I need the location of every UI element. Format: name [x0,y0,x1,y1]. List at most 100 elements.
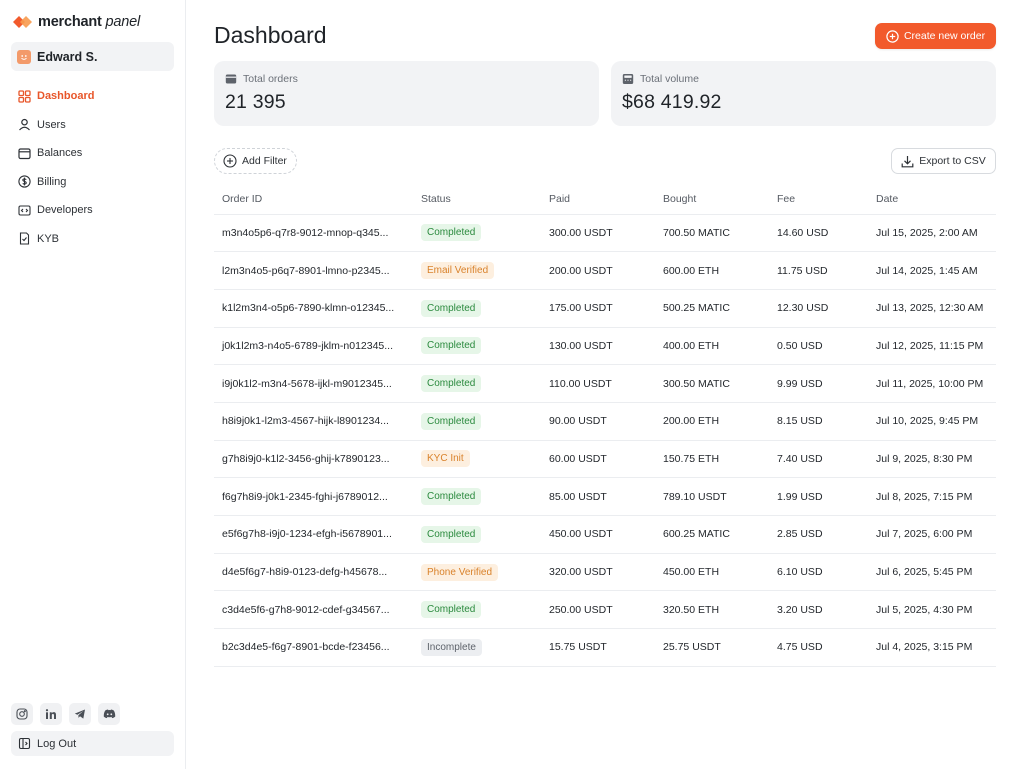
dashboard-icon [17,89,31,103]
volume-icon [622,74,634,84]
status-cell: Email Verified [413,251,541,290]
sidebar-item-dashboard[interactable]: Dashboard [11,82,174,111]
order-id-cell: b2c3d4e5-f6g7-8901-bcde-f23456... [214,628,413,667]
paid-cell: 90.00 USDT [541,402,655,441]
order-id-cell: j0k1l2m3-n4o5-6789-jklm-n012345... [214,327,413,366]
total-volume-card: Total volume $68 419.92 [611,61,996,126]
bought-cell: 300.50 MATIC [655,364,769,403]
plus-circle-icon [223,154,237,168]
bought-cell: 600.00 ETH [655,251,769,290]
user-menu[interactable]: Edward S. [11,42,174,71]
instagram-link[interactable] [11,703,33,725]
status-badge: Completed [421,601,482,619]
status-badge: Completed [421,299,482,317]
linkedin-icon [45,709,56,719]
bought-cell: 320.50 ETH [655,590,769,630]
wallet-icon [17,146,31,160]
date-cell: Jul 14, 2025, 1:45 AM [868,251,996,290]
sidebar-item-developers[interactable]: Developers [11,196,174,225]
order-id-cell: g7h8i9j0-k1l2-3456-ghij-k7890123... [214,440,413,479]
order-id-cell: l2m3n4o5-p6q7-8901-lmno-p2345... [214,251,413,290]
table-row[interactable]: k1l2m3n4-o5p6-7890-klmn-o12345... Complet… [214,289,996,328]
table-row[interactable]: b2c3d4e5-f6g7-8901-bcde-f23456... Incompl… [214,628,996,667]
total-orders-card: Total orders 21 395 [214,61,599,126]
fee-cell: 4.75 USD [769,628,868,667]
total-orders-label: Total orders [243,73,298,85]
sidebar-item-billing[interactable]: Billing [11,168,174,197]
sidebar-item-balances[interactable]: Balances [11,139,174,168]
bought-cell: 600.25 MATIC [655,515,769,554]
sidebar-item-label: KYB [37,232,60,245]
brand-logo[interactable]: merchant panel [12,12,140,32]
create-order-button[interactable]: Create new order [875,23,996,49]
column-header-order-id[interactable]: Order ID [214,184,413,215]
social-links [11,703,120,725]
table-row[interactable]: g7h8i9j0-k1l2-3456-ghij-k7890123... KYC I… [214,440,996,479]
order-id-cell: f6g7h8i9-j0k1-2345-fghi-j6789012... [214,477,413,516]
total-volume-label-row: Total volume [622,73,699,85]
table-row[interactable]: i9j0k1l2-m3n4-5678-ijkl-m9012345... Compl… [214,364,996,403]
brand-name: merchant panel [38,14,140,30]
order-id-cell: c3d4e5f6-g7h8-9012-cdef-g34567... [214,590,413,630]
status-cell: KYC Init [413,440,541,479]
logout-icon [17,737,31,751]
date-cell: Jul 11, 2025, 10:00 PM [868,364,996,403]
bought-cell: 400.00 ETH [655,327,769,366]
sidebar-item-label: Developers [37,204,93,217]
fee-cell: 1.99 USD [769,477,868,516]
column-header-fee[interactable]: Fee [769,184,868,215]
fee-cell: 14.60 USD [769,214,868,253]
sidebar-item-label: Balances [37,147,83,160]
paid-cell: 320.00 USDT [541,553,655,592]
bought-cell: 200.00 ETH [655,402,769,441]
user-avatar-icon [21,54,27,60]
download-icon [901,155,914,167]
date-cell: Jul 7, 2025, 6:00 PM [868,515,996,554]
fee-cell: 2.85 USD [769,515,868,554]
discord-link[interactable] [98,703,120,725]
order-id-cell: e5f6g7h8-i9j0-1234-efgh-i5678901... [214,515,413,554]
paid-cell: 85.00 USDT [541,477,655,516]
table-row[interactable]: f6g7h8i9-j0k1-2345-fghi-j6789012... Compl… [214,477,996,516]
add-filter-button[interactable]: Add Filter [214,148,297,174]
bought-cell: 700.50 MATIC [655,214,769,253]
status-badge: Completed [421,525,482,543]
telegram-icon [74,709,85,719]
sidebar: merchant panel Edward S. Dashboard Users… [0,0,186,769]
sidebar-item-users[interactable]: Users [11,111,174,140]
table-row[interactable]: d4e5f6g7-h8i9-0123-defg-h45678... Phone V… [214,553,996,592]
status-cell: Completed [413,402,541,441]
total-orders-label-row: Total orders [225,73,298,85]
table-row[interactable]: c3d4e5f6-g7h8-9012-cdef-g34567... Complet… [214,590,996,630]
table-row[interactable]: l2m3n4o5-p6q7-8901-lmno-p2345... Email Ve… [214,251,996,290]
table-row[interactable]: e5f6g7h8-i9j0-1234-efgh-i5678901... Compl… [214,515,996,554]
table-row[interactable]: j0k1l2m3-n4o5-6789-jklm-n012345... Comple… [214,327,996,366]
paid-cell: 130.00 USDT [541,327,655,366]
table-row[interactable]: m3n4o5p6-q7r8-9012-mnop-q345... Completed… [214,214,996,253]
column-header-status[interactable]: Status [413,184,541,215]
export-csv-label: Export to CSV [919,155,986,167]
avatar [17,49,31,64]
status-cell: Completed [413,477,541,516]
paid-cell: 450.00 USDT [541,515,655,554]
telegram-link[interactable] [69,703,91,725]
orders-icon [225,74,237,84]
logout-button[interactable]: Log Out [11,731,174,756]
linkedin-link[interactable] [40,703,62,725]
status-cell: Completed [413,327,541,366]
sidebar-item-kyb[interactable]: KYB [11,225,174,254]
date-cell: Jul 12, 2025, 11:15 PM [868,327,996,366]
column-header-bought[interactable]: Bought [655,184,769,215]
column-header-date[interactable]: Date [868,184,996,215]
status-cell: Completed [413,289,541,328]
logout-label: Log Out [37,737,77,750]
date-cell: Jul 8, 2025, 7:15 PM [868,477,996,516]
fee-cell: 7.40 USD [769,440,868,479]
column-header-paid[interactable]: Paid [541,184,655,215]
table-row[interactable]: h8i9j0k1-l2m3-4567-hijk-l8901234... Compl… [214,402,996,441]
export-csv-button[interactable]: Export to CSV [891,148,996,174]
status-badge: Phone Verified [421,563,499,581]
bought-cell: 450.00 ETH [655,553,769,592]
bought-cell: 25.75 USDT [655,628,769,667]
create-order-label: Create new order [903,30,986,42]
